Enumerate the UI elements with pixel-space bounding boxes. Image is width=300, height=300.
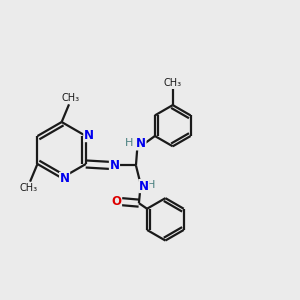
Text: CH₃: CH₃ (61, 93, 80, 103)
Text: N: N (139, 180, 149, 193)
Text: O: O (112, 195, 122, 208)
Text: N: N (84, 129, 94, 142)
Text: H: H (146, 180, 155, 190)
Text: N: N (136, 137, 146, 150)
Text: H: H (124, 138, 133, 148)
Text: N: N (60, 172, 70, 185)
Text: N: N (110, 159, 119, 172)
Text: CH₃: CH₃ (164, 78, 182, 88)
Text: CH₃: CH₃ (20, 183, 38, 193)
